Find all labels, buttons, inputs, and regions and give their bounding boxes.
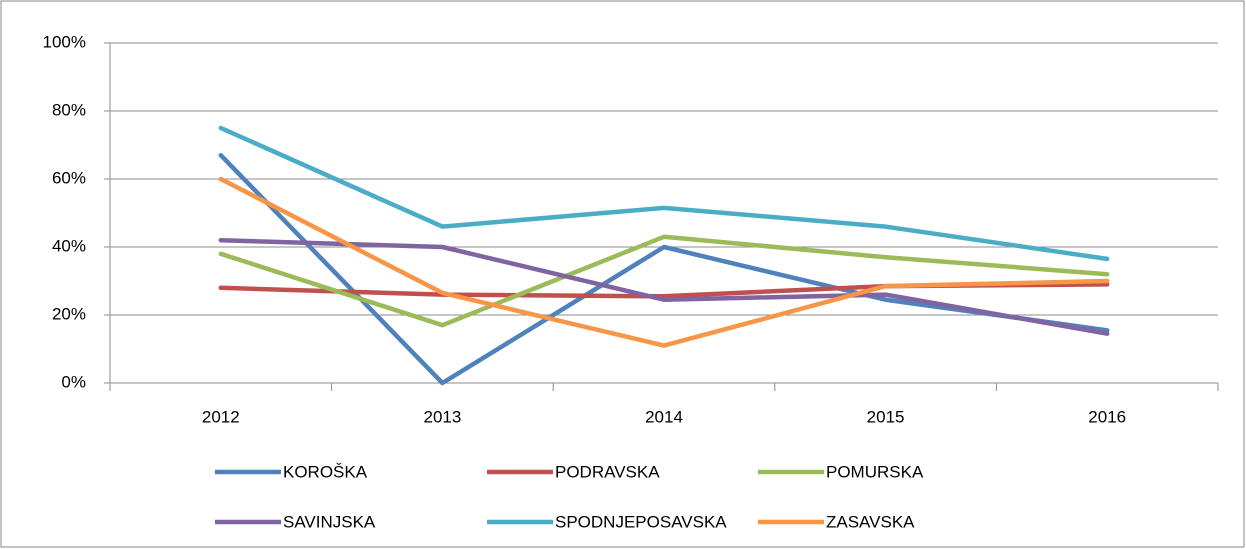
y-tick-label: 100% <box>43 32 86 51</box>
legend-label: PODRAVSKA <box>555 462 660 481</box>
legend-label: ZASAVSKA <box>826 512 915 531</box>
series-line <box>218 125 1110 262</box>
x-tick-label: 2016 <box>1088 407 1126 426</box>
series-line <box>218 176 1110 348</box>
x-tick-label: 2015 <box>867 407 905 426</box>
y-tick-label: 40% <box>52 236 86 255</box>
y-tick-label: 20% <box>52 304 86 323</box>
y-tick-label: 0% <box>61 372 86 391</box>
legend-label: POMURSKA <box>826 462 924 481</box>
legend-label: SPODNJEPOSAVSKA <box>555 512 727 531</box>
x-tick-label: 2014 <box>645 407 683 426</box>
series-line <box>218 234 1110 328</box>
y-tick-label: 80% <box>52 100 86 119</box>
x-tick-label: 2012 <box>202 407 240 426</box>
y-tick-label: 60% <box>52 168 86 187</box>
legend-label: KOROŠKA <box>283 462 368 481</box>
series-line <box>218 237 1110 336</box>
x-tick-label: 2013 <box>423 407 461 426</box>
legend-label: SAVINJSKA <box>283 512 376 531</box>
